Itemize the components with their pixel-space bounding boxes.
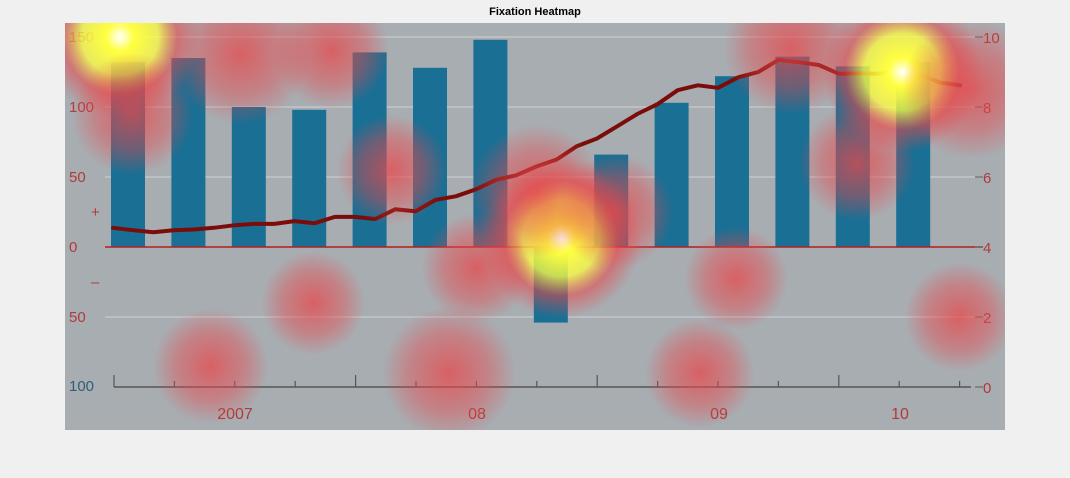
fixation-hotspot: [557, 154, 674, 270]
left-axis-tick-label: 50: [69, 169, 86, 186]
fixation-hotspot: [152, 308, 269, 424]
left-axis-tick-label: +: [91, 204, 100, 221]
fixation-hotspot: [273, 23, 390, 109]
fixation-hotspot: [684, 226, 789, 331]
fixation-hotspot: [261, 251, 366, 355]
figure-title: Fixation Heatmap: [489, 6, 581, 18]
heatmap-chart: 15010050+0–5010002468102007080910: [65, 23, 1005, 430]
left-axis-tick-label: 100: [69, 378, 94, 395]
fixation-hotspot: [904, 262, 1005, 372]
fixation-hotspot: [723, 23, 858, 115]
left-axis-tick-label: 50: [69, 309, 86, 326]
left-axis-tick-label: –: [91, 274, 100, 291]
bar: [292, 109, 327, 247]
bar: [715, 76, 749, 247]
fixation-hotspot: [901, 23, 1005, 160]
fixation-heat-overlay: [65, 23, 1005, 430]
chart-canvas: 15010050+0–5010002468102007080910: [65, 23, 1005, 430]
fixation-hotspot: [382, 306, 517, 430]
right-axis-tick-label: 0: [983, 380, 991, 397]
right-axis-tick-label: 4: [983, 240, 991, 257]
left-axis-tick-label: 0: [69, 239, 77, 256]
x-axis-tick-label: 10: [891, 406, 909, 423]
fixation-hotspot: [798, 105, 915, 221]
fixation-hotspot: [336, 115, 447, 225]
fixation-hotspot: [644, 318, 755, 428]
fixation-hotspot: [71, 53, 194, 175]
right-axis-tick-label: 6: [983, 170, 991, 187]
fixation-hotspot: [421, 213, 532, 323]
